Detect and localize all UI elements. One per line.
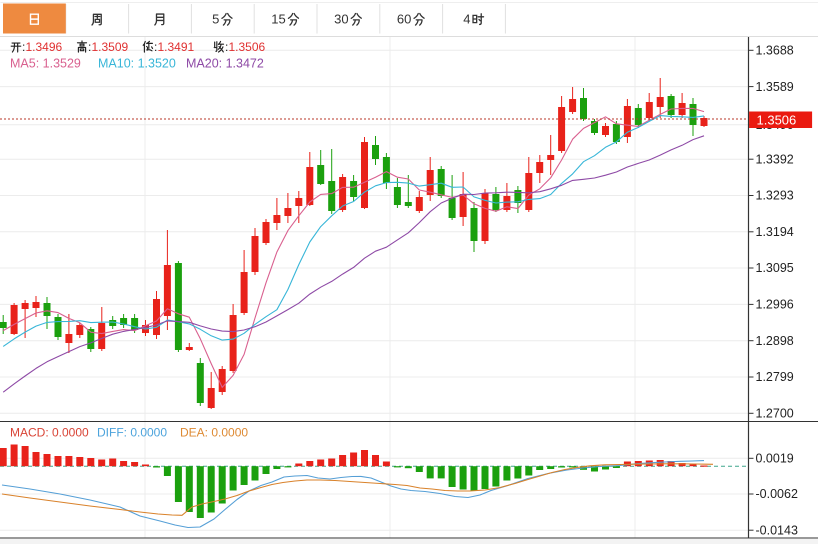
svg-text:1.3688: 1.3688	[756, 44, 794, 58]
svg-text:1.3509: 1.3509	[92, 40, 129, 54]
svg-text:1.3589: 1.3589	[756, 80, 794, 94]
svg-text:1.2898: 1.2898	[756, 334, 794, 348]
svg-text::: :	[88, 40, 91, 54]
svg-text:DEA: 0.0000: DEA: 0.0000	[180, 426, 248, 440]
svg-text:MA20: 1.3472: MA20: 1.3472	[186, 56, 264, 70]
svg-text:0.0019: 0.0019	[756, 452, 794, 466]
svg-text:4: 4	[463, 12, 470, 27]
svg-text:1.3293: 1.3293	[756, 189, 794, 203]
svg-text:15: 15	[271, 12, 285, 27]
svg-text:MA5: 1.3529: MA5: 1.3529	[10, 56, 81, 70]
svg-text:1.3506: 1.3506	[757, 113, 797, 128]
svg-text:1.3496: 1.3496	[26, 40, 63, 54]
svg-text::: :	[154, 40, 157, 54]
svg-text:5: 5	[212, 12, 219, 27]
svg-text:DIFF: 0.0000: DIFF: 0.0000	[97, 426, 167, 440]
svg-text:1.3194: 1.3194	[756, 225, 794, 239]
svg-text:30: 30	[334, 12, 348, 27]
svg-text::: :	[22, 40, 25, 54]
svg-text:1.2996: 1.2996	[756, 298, 794, 312]
svg-text:1.2700: 1.2700	[756, 407, 794, 421]
svg-text:MA10: 1.3520: MA10: 1.3520	[98, 56, 176, 70]
svg-text:1.3392: 1.3392	[756, 152, 794, 166]
svg-text:1.3491: 1.3491	[158, 40, 195, 54]
svg-text::: :	[225, 40, 228, 54]
svg-text:1.3506: 1.3506	[229, 40, 266, 54]
svg-text:-0.0143: -0.0143	[756, 523, 798, 537]
svg-text:1.2799: 1.2799	[756, 370, 794, 384]
svg-text:60: 60	[397, 12, 411, 27]
svg-text:-0.0062: -0.0062	[756, 487, 798, 501]
svg-text:1.3095: 1.3095	[756, 261, 794, 275]
svg-text:MACD: 0.0000: MACD: 0.0000	[10, 426, 89, 440]
